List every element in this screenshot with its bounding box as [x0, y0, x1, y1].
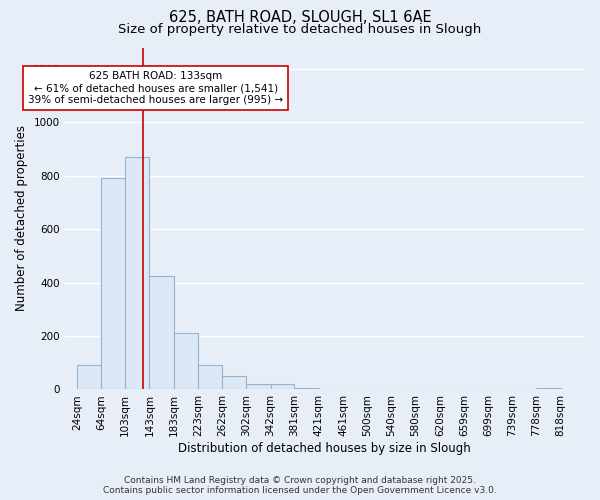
Bar	[77, 366, 101, 390]
Bar	[222, 376, 246, 390]
Bar	[536, 388, 560, 390]
Bar	[149, 276, 174, 390]
Text: Contains HM Land Registry data © Crown copyright and database right 2025.
Contai: Contains HM Land Registry data © Crown c…	[103, 476, 497, 495]
Bar	[246, 384, 271, 390]
Text: Size of property relative to detached houses in Slough: Size of property relative to detached ho…	[118, 22, 482, 36]
Bar	[271, 384, 295, 390]
X-axis label: Distribution of detached houses by size in Slough: Distribution of detached houses by size …	[178, 442, 471, 455]
Bar	[295, 388, 319, 390]
Bar	[198, 366, 222, 390]
Text: 625, BATH ROAD, SLOUGH, SL1 6AE: 625, BATH ROAD, SLOUGH, SL1 6AE	[169, 10, 431, 25]
Bar	[125, 157, 149, 390]
Bar	[101, 178, 125, 390]
Bar	[174, 334, 198, 390]
Y-axis label: Number of detached properties: Number of detached properties	[15, 126, 28, 312]
Text: 625 BATH ROAD: 133sqm
← 61% of detached houses are smaller (1,541)
39% of semi-d: 625 BATH ROAD: 133sqm ← 61% of detached …	[28, 72, 283, 104]
